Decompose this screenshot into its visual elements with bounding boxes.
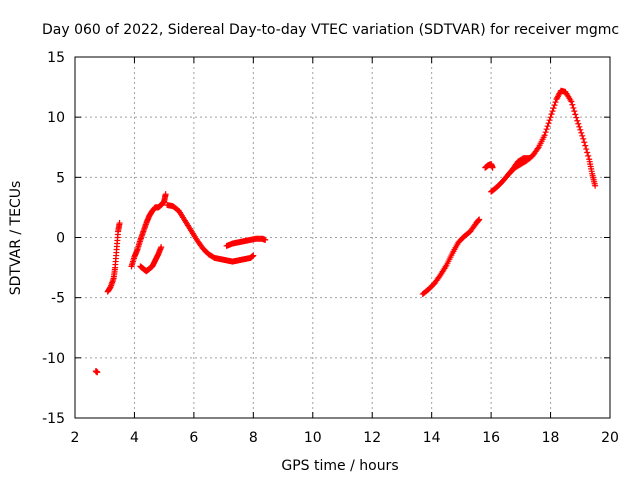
data-point xyxy=(552,99,559,106)
series-segment-4 xyxy=(137,244,165,275)
data-point xyxy=(578,129,585,136)
data-point xyxy=(549,108,556,115)
data-point xyxy=(573,114,580,121)
data-point xyxy=(585,152,592,159)
data-point xyxy=(545,120,552,127)
data-point xyxy=(262,236,269,243)
x-tick-label: 8 xyxy=(249,430,258,446)
data-point xyxy=(582,142,589,149)
data-point xyxy=(574,117,581,124)
x-tick-label: 14 xyxy=(423,430,441,446)
series-segment-5 xyxy=(164,202,257,265)
y-tick-labels: 15 10 5 0 -5 -10 -15 xyxy=(42,50,65,427)
chart-title: Day 060 of 2022, Sidereal Day-to-day VTE… xyxy=(42,22,619,38)
data-point xyxy=(544,123,551,130)
data-point xyxy=(489,164,496,171)
x-tick-label: 6 xyxy=(189,430,198,446)
data-point xyxy=(550,105,557,112)
data-point xyxy=(572,111,579,118)
data-point xyxy=(580,135,587,142)
data-point xyxy=(551,102,558,109)
x-tick-label: 10 xyxy=(304,430,322,446)
data-point xyxy=(116,220,123,227)
series-segment-2 xyxy=(104,220,123,295)
data-point xyxy=(570,104,577,111)
data-point xyxy=(579,132,586,139)
series-segment-1 xyxy=(92,368,101,376)
data-point xyxy=(548,111,555,118)
data-point xyxy=(569,101,576,108)
data-point xyxy=(584,149,591,156)
x-tick-label: 12 xyxy=(363,430,381,446)
y-tick-label: 10 xyxy=(47,110,65,126)
data-point xyxy=(542,129,549,136)
data-point xyxy=(575,120,582,127)
y-tick-label: 0 xyxy=(56,231,65,247)
data-point xyxy=(547,114,554,121)
series-segment-3 xyxy=(128,191,169,270)
axis-ticks xyxy=(74,56,611,419)
y-tick-label: 15 xyxy=(47,50,65,66)
x-tick-label: 4 xyxy=(130,430,139,446)
series-segment-7 xyxy=(419,216,483,298)
x-tick-labels: 2 4 6 8 10 12 14 16 18 20 xyxy=(71,430,619,446)
data-point xyxy=(476,216,483,223)
data-point xyxy=(541,132,548,139)
data-point xyxy=(581,139,588,146)
x-tick-label: 18 xyxy=(542,430,560,446)
data-point xyxy=(576,123,583,130)
y-tick-label: -5 xyxy=(51,291,65,307)
series-segment-6 xyxy=(223,235,269,249)
x-axis-label: GPS time / hours xyxy=(281,458,398,474)
series-segment-10 xyxy=(502,155,533,181)
data-point xyxy=(250,252,257,259)
data-point xyxy=(577,126,584,133)
x-tick-label: 2 xyxy=(71,430,80,446)
data-point xyxy=(94,369,101,376)
data-point xyxy=(592,182,599,189)
x-tick-label: 16 xyxy=(482,430,500,446)
data-point xyxy=(158,244,165,251)
data-point xyxy=(543,126,550,133)
x-tick-label: 20 xyxy=(601,430,619,446)
data-point xyxy=(568,98,575,105)
y-tick-label: -10 xyxy=(42,351,65,367)
data-point xyxy=(546,117,553,124)
data-point xyxy=(571,108,578,115)
data-point xyxy=(526,155,533,162)
data-point xyxy=(583,146,590,153)
series-segment-9 xyxy=(488,87,599,195)
data-points xyxy=(92,87,599,376)
series-segment-8 xyxy=(482,161,496,171)
y-axis-label: SDTVAR / TECUs xyxy=(8,181,24,296)
data-point xyxy=(162,191,169,198)
y-tick-label: -15 xyxy=(42,411,65,427)
y-tick-label: 5 xyxy=(56,170,65,186)
grid-lines xyxy=(75,57,610,418)
